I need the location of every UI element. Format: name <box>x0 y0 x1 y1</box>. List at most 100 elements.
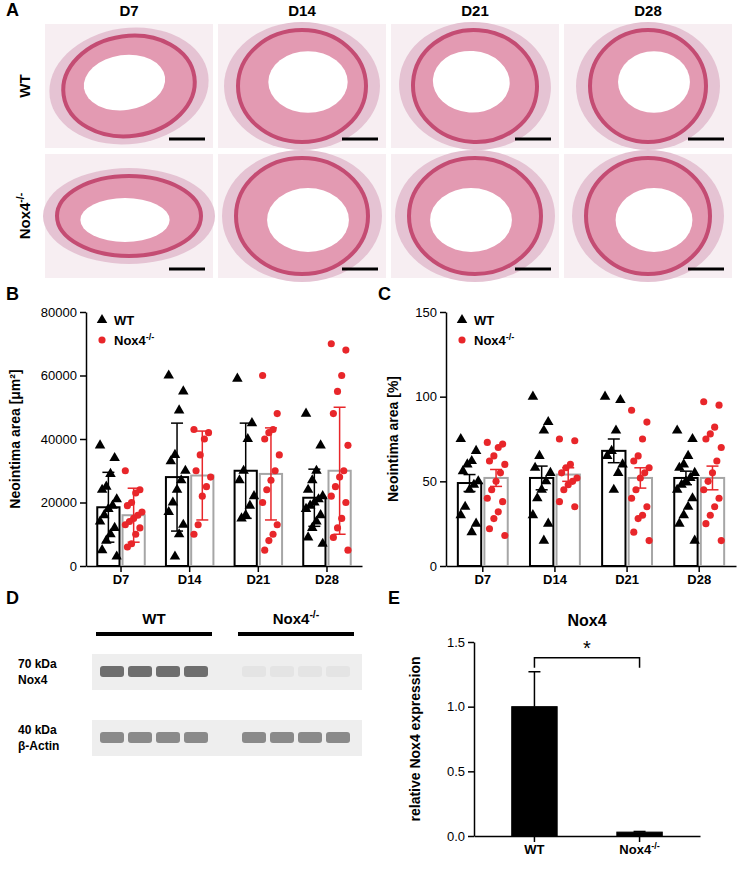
tick-mark <box>80 439 86 441</box>
lumen <box>80 50 169 116</box>
tick-mark <box>440 566 446 568</box>
data-point <box>458 465 469 474</box>
error-bar <box>634 831 646 833</box>
lumen <box>431 48 512 115</box>
data-point <box>303 531 314 540</box>
error-stem <box>495 469 497 486</box>
data-point <box>269 531 276 538</box>
scale-bar <box>169 268 205 271</box>
scale-bar <box>169 138 205 141</box>
data-point <box>560 486 567 493</box>
scale-bar <box>515 268 551 271</box>
blot-band <box>270 732 294 743</box>
data-point <box>687 492 698 501</box>
error-cap <box>334 534 346 536</box>
blot-band <box>242 666 266 677</box>
scale-bar <box>342 138 378 141</box>
error-cap <box>308 526 320 528</box>
data-point <box>678 509 689 518</box>
y-axis: 020000400006000080000 <box>41 305 87 574</box>
tick-label: 50 <box>423 474 437 489</box>
blot-band <box>270 666 294 677</box>
error-stem <box>534 672 536 707</box>
y-tick: 0.5 <box>447 764 474 779</box>
band-size: 40 kDa <box>18 723 57 737</box>
error-cap <box>171 422 183 424</box>
x-tick: D14 <box>178 566 203 587</box>
tick-label: D14 <box>543 572 568 587</box>
error-stem <box>567 468 569 482</box>
data-point <box>344 442 351 449</box>
error-cap <box>634 487 646 489</box>
tick-label: D21 <box>246 572 270 587</box>
data-point <box>674 518 685 527</box>
panel-label: A <box>6 0 19 20</box>
y-axis: 050100150 <box>415 305 446 574</box>
tick-label: 0 <box>430 559 437 574</box>
data-point <box>683 450 694 459</box>
data-point <box>501 461 508 468</box>
neointima <box>409 26 541 146</box>
bar <box>484 478 507 566</box>
data-point <box>344 547 351 554</box>
adventitia <box>43 168 215 264</box>
data-point <box>276 451 283 458</box>
neointima <box>586 158 710 274</box>
legend: WTNox4-/- <box>97 313 155 348</box>
data-point <box>95 439 106 448</box>
bar <box>602 451 625 566</box>
x-tick: D21 <box>246 566 270 587</box>
data-point <box>611 424 622 433</box>
data-point <box>263 486 270 493</box>
data-point <box>272 467 279 474</box>
x-tick: D28 <box>687 566 711 587</box>
data-point <box>635 515 642 522</box>
data-point <box>180 465 191 474</box>
error-cap <box>265 519 277 521</box>
data-point <box>713 457 720 464</box>
legend-label: WT <box>474 313 494 328</box>
error-cap <box>634 831 646 833</box>
error-bar <box>608 439 620 463</box>
chart: 0.00.51.01.5WTNox4-/-relative Nox4 expre… <box>407 612 701 857</box>
tick-label: D14 <box>178 572 203 587</box>
error-cap <box>102 541 114 543</box>
histology-image <box>391 17 559 155</box>
data-point <box>711 424 718 431</box>
data-point <box>247 417 258 426</box>
histology-image <box>564 150 732 282</box>
tick-label: 0 <box>70 559 77 574</box>
group-bar <box>238 632 354 636</box>
error-cap <box>196 430 208 432</box>
y-tick: 50 <box>423 474 446 489</box>
data-point <box>643 418 650 425</box>
neointima <box>57 176 201 256</box>
text-superscript: -/- <box>14 192 26 202</box>
error-cap <box>196 519 208 521</box>
tick-label: 0.0 <box>447 829 465 844</box>
tick-mark <box>554 566 556 572</box>
legend-marker <box>98 336 105 343</box>
histology-image <box>564 22 732 150</box>
bar <box>557 475 580 566</box>
series <box>122 340 352 566</box>
y-tick: 60000 <box>41 368 86 383</box>
data-point <box>632 486 639 493</box>
error-cap <box>464 491 476 493</box>
series <box>95 369 328 566</box>
data-point <box>609 484 620 493</box>
data-point <box>328 493 335 500</box>
y-tick: 1.0 <box>447 699 474 714</box>
scale-bar <box>688 268 724 271</box>
data-point <box>328 340 335 347</box>
data-point <box>234 474 245 483</box>
tick-mark <box>468 771 474 773</box>
data-point <box>243 433 254 442</box>
blot-strip <box>92 654 362 690</box>
data-point <box>630 529 637 536</box>
data-point <box>195 521 202 528</box>
bar <box>530 478 553 566</box>
lumen <box>267 188 349 252</box>
error-cap <box>490 486 502 488</box>
data-point <box>203 483 210 490</box>
